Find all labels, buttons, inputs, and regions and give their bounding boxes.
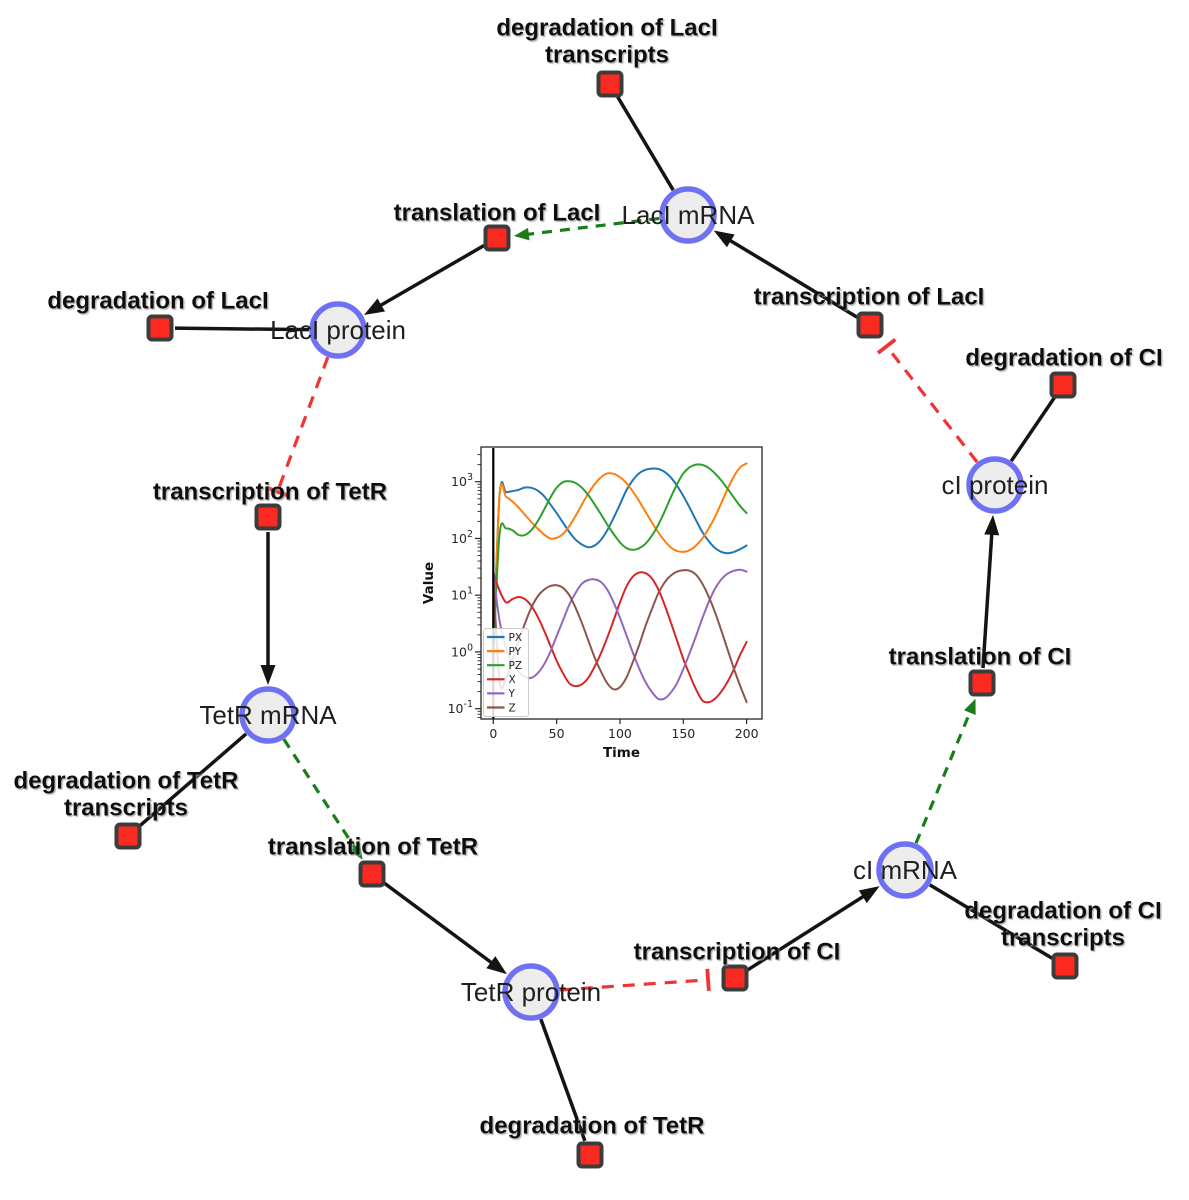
edge-activation-tetr_mrna-tl_tetr-arrowhead (349, 843, 363, 860)
edge-inhibition-laci_protein-tx_tetr (275, 356, 330, 493)
species-label-laci_mrna: LacI mRNA (622, 200, 756, 230)
edge-activation-laci_mrna-tl_laci (526, 216, 660, 237)
legend-label-PZ: PZ (509, 660, 523, 672)
chart-series-PY (492, 462, 748, 653)
edge-production-tl_ci-ci_protein-arrowhead (984, 514, 1000, 536)
edge-plain-laci_mrna-deg_laci_tx (616, 95, 675, 191)
reaction-label-deg_ci_tx: degradation of CI (964, 898, 1161, 925)
species-label-tetr_mrna: TetR mRNA (199, 700, 337, 730)
chart-series-Y (492, 568, 748, 701)
edges-layer (138, 95, 1057, 1142)
reaction-label-deg_tetr: degradation of TetR (480, 1113, 705, 1140)
edge-activation-ci_mrna-tl_ci-arrowhead (963, 698, 976, 715)
reaction-node-tl_ci[interactable] (968, 669, 996, 697)
edge-production-tl_tetr-tetr_protein (383, 881, 494, 965)
edge-production-tx_laci-laci_mrna (728, 238, 859, 319)
reaction-node-tx_tetr[interactable] (254, 503, 282, 531)
species-node-laci_mrna[interactable] (659, 186, 717, 244)
chart-series-PZ (492, 463, 748, 653)
edge-production-tl_laci-laci_protein-arrowhead (363, 298, 386, 315)
chart-series-PX (492, 467, 748, 653)
x-axis-title: Time (603, 745, 640, 761)
edge-plain-laci_protein-deg_laci (174, 326, 310, 332)
reaction-label-deg_tetr_tx: transcripts (64, 795, 188, 822)
edge-plain-tetr_protein-deg_tetr (539, 1018, 587, 1142)
edge-production-tl_tetr-tetr_protein-arrowhead (486, 956, 507, 975)
x-axis-tick-label: 150 (671, 726, 695, 741)
legend-label-Z: Z (509, 702, 516, 714)
species-node-tetr_mrna[interactable] (239, 686, 297, 744)
edge-plain-tetr_mrna-deg_tetr_tx (138, 732, 248, 828)
edge-inhibition-ci_protein-tx_laci-tee-bar (876, 338, 897, 355)
reaction-label-tx_ci: transcription of CI (634, 939, 841, 966)
reaction-label-deg_ci_tx: transcripts (1001, 925, 1125, 952)
nodes-layer (114, 70, 1079, 1169)
species-node-ci_mrna[interactable] (876, 841, 934, 899)
species-label-ci_mrna: cI mRNA (853, 855, 958, 885)
edge-inhibition-ci_protein-tx_laci (885, 345, 979, 464)
edge-production-tx_ci-ci_mrna-arrowhead (858, 886, 880, 904)
labels-layer: degradation of LacItranscriptstranslatio… (14, 15, 1163, 1140)
reaction-node-deg_tetr[interactable] (576, 1141, 604, 1169)
edge-inhibition-laci_protein-tx_tetr-tee-bar (266, 486, 289, 498)
reaction-node-deg_ci_tx[interactable] (1051, 952, 1079, 980)
reaction-node-tl_laci[interactable] (483, 224, 511, 252)
chart-series-Z (492, 569, 748, 704)
x-axis-tick-label: 200 (735, 726, 759, 741)
reaction-label-tl_tetr: translation of TetR (268, 834, 478, 861)
reaction-node-deg_laci_tx[interactable] (596, 70, 624, 98)
reaction-label-deg_ci: degradation of CI (965, 345, 1162, 372)
reaction-label-tx_laci: transcription of LacI (754, 284, 985, 311)
reaction-label-tx_tetr: transcription of TetR (153, 479, 387, 506)
chart-series-X (492, 571, 748, 704)
reaction-label-deg_laci: degradation of LacI (47, 288, 268, 315)
edge-activation-laci_mrna-tl_laci-arrowhead (513, 227, 530, 241)
species-node-tetr_protein[interactable] (502, 963, 560, 1021)
chart-series-group (492, 462, 748, 704)
edge-inhibition-tetr_protein-tx_ci (559, 978, 709, 992)
edge-production-tx_ci-ci_mrna (746, 894, 866, 972)
edge-production-tl_laci-laci_protein (378, 243, 485, 308)
species-node-ci_protein[interactable] (966, 456, 1024, 514)
edge-inhibition-tetr_protein-tx_ci-tee-bar (705, 968, 711, 991)
reaction-node-tx_ci[interactable] (721, 964, 749, 992)
species-label-tetr_protein: TetR protein (461, 977, 601, 1007)
edge-production-tl_ci-ci_protein (981, 532, 994, 669)
species-label-ci_protein: cI protein (942, 470, 1049, 500)
reaction-label-deg_laci_tx: transcripts (545, 42, 669, 69)
y-axis-title: Value (421, 562, 437, 604)
reaction-label-tl_ci: translation of CI (889, 644, 1072, 671)
legend-label-PX: PX (509, 632, 523, 644)
reaction-label-deg_laci_tx: degradation of LacI (496, 15, 717, 42)
species-label-laci_protein: LacI protein (270, 315, 406, 345)
x-axis-tick-label: 100 (608, 726, 632, 741)
x-axis-tick-label: 0 (489, 726, 497, 741)
reaction-node-deg_laci[interactable] (146, 314, 174, 342)
edge-plain-ci_mrna-deg_ci_tx (928, 883, 1054, 960)
reaction-node-tl_tetr[interactable] (358, 860, 386, 888)
x-axis-tick-label: 50 (549, 726, 565, 741)
legend-label-Y: Y (508, 688, 516, 700)
legend-label-PY: PY (509, 646, 522, 658)
legend-label-X: X (509, 674, 516, 686)
edge-production-tx_laci-laci_mrna-arrowhead (713, 230, 735, 248)
reaction-label-deg_tetr_tx: degradation of TetR (14, 768, 239, 795)
edge-plain-ci_protein-deg_ci (1009, 396, 1057, 463)
edge-activation-tetr_mrna-tl_tetr (282, 738, 357, 850)
reaction-node-deg_ci[interactable] (1049, 371, 1077, 399)
reaction-node-tx_laci[interactable] (856, 311, 884, 339)
edge-production-tx_tetr-tetr_mrna-arrowhead (260, 665, 276, 685)
edge-activation-ci_mrna-tl_ci (914, 710, 973, 844)
reaction-node-deg_tetr_tx[interactable] (114, 822, 142, 850)
reaction-label-tl_laci: translation of LacI (394, 200, 601, 227)
species-node-laci_protein[interactable] (309, 301, 367, 359)
